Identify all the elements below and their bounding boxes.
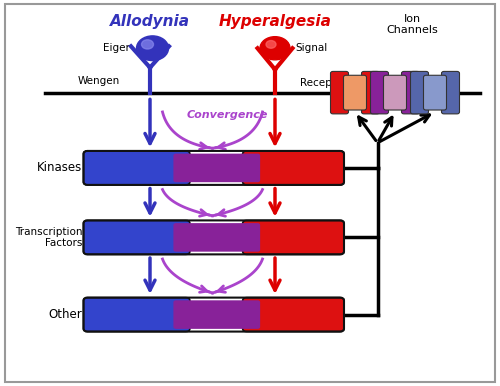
FancyBboxPatch shape — [370, 71, 388, 114]
Text: Kinases: Kinases — [37, 161, 82, 174]
FancyBboxPatch shape — [330, 71, 348, 114]
FancyBboxPatch shape — [344, 75, 366, 110]
FancyBboxPatch shape — [174, 300, 260, 329]
Text: Receptor: Receptor — [300, 78, 346, 88]
FancyBboxPatch shape — [424, 75, 446, 110]
FancyBboxPatch shape — [402, 71, 419, 114]
Circle shape — [266, 41, 276, 48]
Text: Hyperalgesia: Hyperalgesia — [218, 14, 332, 29]
FancyBboxPatch shape — [84, 220, 190, 254]
FancyBboxPatch shape — [242, 220, 344, 254]
Text: Allodynia: Allodynia — [110, 14, 190, 29]
Text: Eiger: Eiger — [103, 43, 130, 53]
Text: Other: Other — [48, 308, 82, 321]
Text: Signal: Signal — [295, 43, 328, 53]
Text: Transcription
Factors: Transcription Factors — [15, 227, 82, 248]
Circle shape — [136, 36, 168, 61]
FancyBboxPatch shape — [362, 71, 380, 114]
FancyBboxPatch shape — [442, 71, 460, 114]
FancyBboxPatch shape — [174, 223, 260, 252]
FancyBboxPatch shape — [410, 71, 428, 114]
Text: Wengen: Wengen — [78, 76, 120, 86]
Text: Convergence: Convergence — [187, 110, 268, 120]
FancyBboxPatch shape — [174, 154, 260, 182]
FancyBboxPatch shape — [384, 75, 406, 110]
FancyBboxPatch shape — [84, 298, 190, 332]
FancyBboxPatch shape — [84, 151, 190, 185]
FancyBboxPatch shape — [242, 298, 344, 332]
Text: Ion
Channels: Ion Channels — [386, 14, 438, 35]
Circle shape — [260, 37, 290, 60]
Circle shape — [142, 40, 154, 49]
FancyBboxPatch shape — [242, 151, 344, 185]
